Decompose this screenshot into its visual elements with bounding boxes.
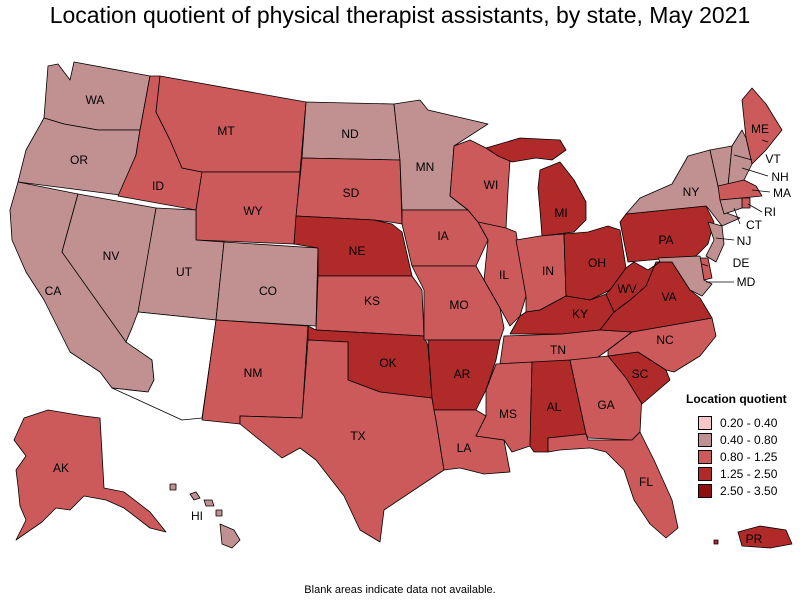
label-wv: WV bbox=[617, 282, 636, 296]
label-ks: KS bbox=[364, 294, 380, 308]
label-va: VA bbox=[661, 290, 676, 304]
label-ga: GA bbox=[597, 398, 614, 412]
label-co: CO bbox=[259, 284, 277, 298]
leader-lines bbox=[701, 139, 771, 283]
legend: Location quotient 0.20 - 0.40 0.40 - 0.8… bbox=[686, 392, 787, 499]
state-wy[interactable] bbox=[195, 171, 301, 245]
state-mo[interactable] bbox=[411, 265, 505, 341]
label-de: DE bbox=[733, 256, 750, 270]
state-md[interactable] bbox=[657, 255, 713, 297]
state-labels: WA OR CA NV ID MT WY UT CO NM ND SD NE K… bbox=[45, 93, 791, 546]
legend-swatch bbox=[698, 432, 712, 447]
label-nm: NM bbox=[244, 366, 263, 380]
state-mi[interactable] bbox=[485, 137, 587, 237]
legend-swatch bbox=[698, 483, 712, 498]
state-nj[interactable] bbox=[705, 221, 725, 263]
state-la[interactable] bbox=[433, 409, 511, 475]
state-il[interactable] bbox=[477, 221, 527, 327]
label-or: OR bbox=[70, 153, 88, 167]
label-me: ME bbox=[751, 122, 769, 136]
state-fl[interactable] bbox=[547, 431, 679, 539]
legend-title: Location quotient bbox=[686, 392, 787, 406]
label-mn: MN bbox=[416, 160, 435, 174]
legend-item: 0.20 - 0.40 bbox=[686, 414, 787, 431]
state-ri[interactable] bbox=[741, 197, 751, 209]
label-wa: WA bbox=[86, 93, 105, 107]
label-sc: SC bbox=[632, 367, 649, 381]
label-oh: OH bbox=[588, 256, 606, 270]
legend-swatch bbox=[698, 449, 712, 464]
label-fl: FL bbox=[639, 475, 653, 489]
label-il: IL bbox=[499, 268, 509, 282]
label-nc: NC bbox=[656, 333, 674, 347]
label-ma: MA bbox=[773, 186, 791, 200]
label-ak: AK bbox=[53, 461, 69, 475]
label-id: ID bbox=[152, 179, 164, 193]
label-tx: TX bbox=[350, 429, 365, 443]
label-pa: PA bbox=[658, 233, 673, 247]
label-in: IN bbox=[542, 264, 554, 278]
legend-item: 1.25 - 2.50 bbox=[686, 465, 787, 482]
legend-label: 2.50 - 3.50 bbox=[720, 483, 778, 498]
label-ne: NE bbox=[349, 244, 366, 258]
legend-label: 0.80 - 1.25 bbox=[720, 449, 778, 464]
label-ar: AR bbox=[454, 367, 471, 381]
label-mo: MO bbox=[449, 298, 468, 312]
state-pr[interactable] bbox=[713, 525, 793, 549]
label-nh: NH bbox=[771, 170, 788, 184]
state-ks[interactable] bbox=[315, 275, 425, 337]
label-ky: KY bbox=[572, 307, 588, 321]
label-wi: WI bbox=[484, 178, 499, 192]
footnote: Blank areas indicate data not available. bbox=[304, 584, 496, 596]
label-hi: HI bbox=[191, 509, 203, 523]
label-sd: SD bbox=[343, 186, 360, 200]
state-tx[interactable] bbox=[239, 339, 445, 543]
legend-label: 1.25 - 2.50 bbox=[720, 466, 778, 481]
label-ia: IA bbox=[437, 229, 448, 243]
label-nv: NV bbox=[103, 249, 120, 263]
label-mi: MI bbox=[554, 206, 567, 220]
label-md: MD bbox=[737, 275, 756, 289]
legend-swatch bbox=[698, 415, 712, 430]
legend-label: 0.40 - 0.80 bbox=[720, 432, 778, 447]
label-ny: NY bbox=[683, 185, 700, 199]
label-ok: OK bbox=[379, 356, 396, 370]
legend-item: 2.50 - 3.50 bbox=[686, 482, 787, 499]
label-ct: CT bbox=[746, 218, 763, 232]
state-hi[interactable] bbox=[169, 483, 241, 549]
label-ca: CA bbox=[45, 284, 62, 298]
label-al: AL bbox=[547, 400, 562, 414]
label-la: LA bbox=[457, 441, 472, 455]
legend-label: 0.20 - 0.40 bbox=[720, 415, 778, 430]
legend-swatch bbox=[698, 466, 712, 481]
label-nd: ND bbox=[341, 127, 359, 141]
legend-item: 0.40 - 0.80 bbox=[686, 431, 787, 448]
label-vt: VT bbox=[765, 152, 781, 166]
label-wy: WY bbox=[243, 204, 262, 218]
label-ut: UT bbox=[176, 265, 193, 279]
map-title: Location quotient of physical therapist … bbox=[49, 2, 751, 28]
label-tn: TN bbox=[550, 343, 566, 357]
label-mt: MT bbox=[217, 124, 235, 138]
label-pr: PR bbox=[746, 532, 763, 546]
label-ms: MS bbox=[499, 407, 517, 421]
legend-item: 0.80 - 1.25 bbox=[686, 448, 787, 465]
label-ri: RI bbox=[764, 205, 776, 219]
state-ar[interactable] bbox=[427, 339, 501, 411]
state-ak[interactable] bbox=[13, 409, 167, 541]
state-ct[interactable] bbox=[719, 197, 743, 215]
label-nj: NJ bbox=[737, 234, 752, 248]
